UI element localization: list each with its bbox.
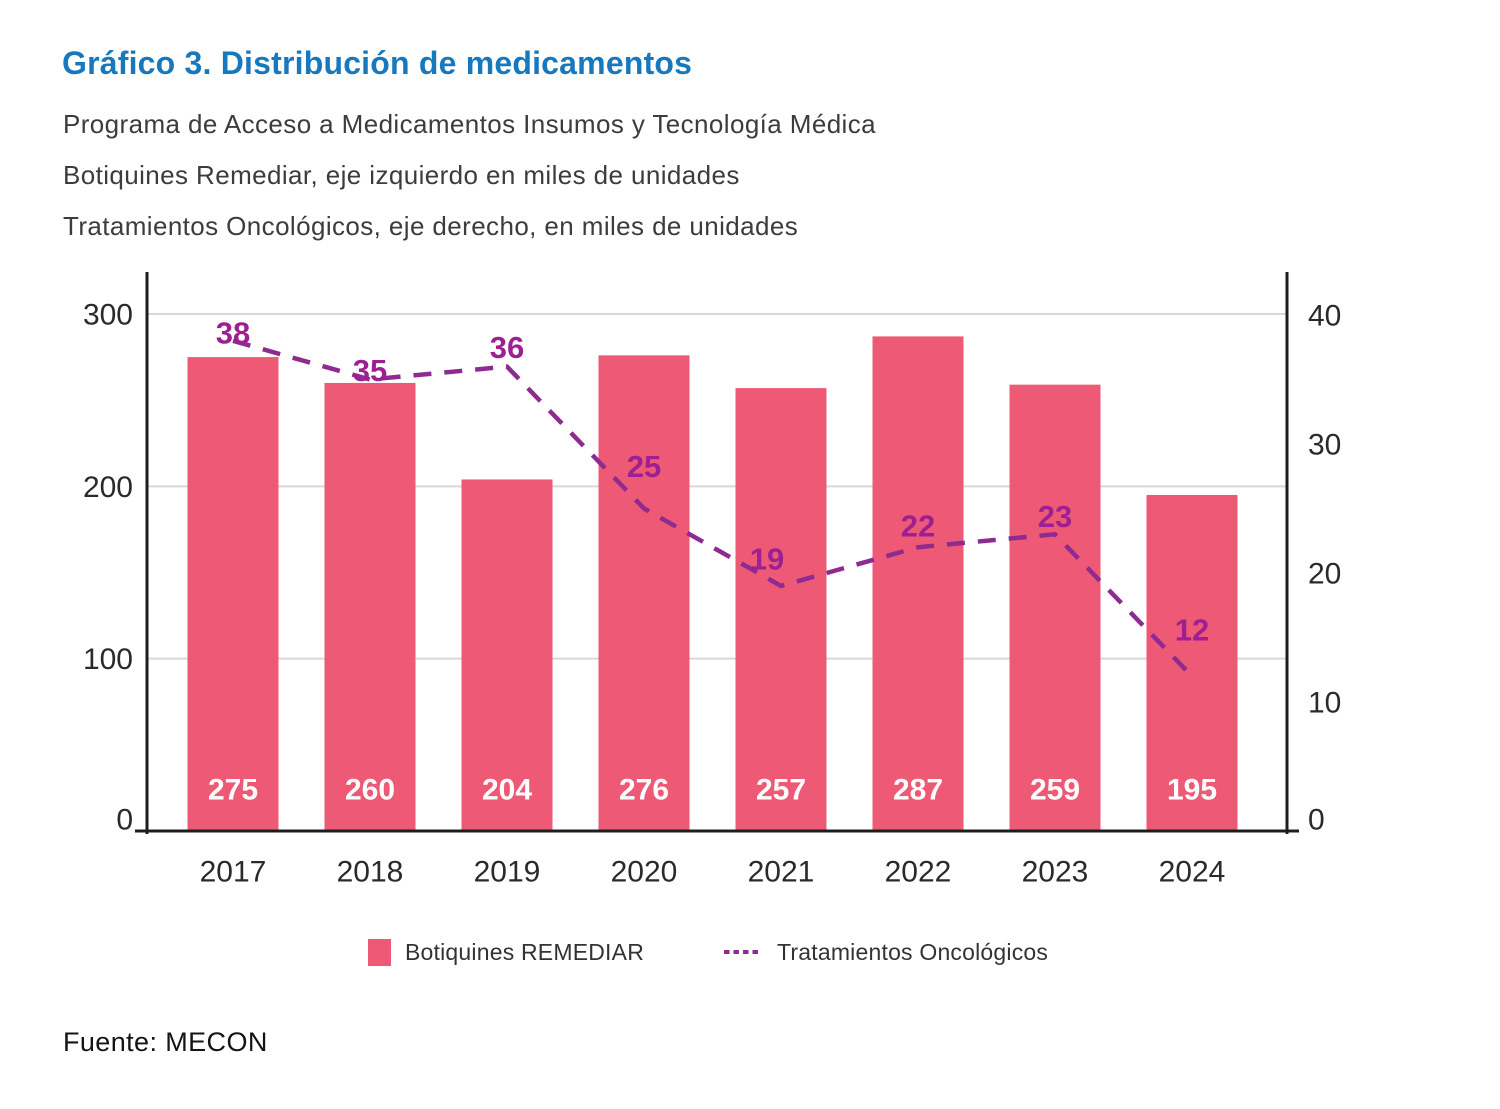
chart-title: Gráfico 3. Distribución de medicamentos <box>62 45 693 81</box>
chart-subtitle-right-axis: Tratamientos Oncológicos, eje derecho, e… <box>63 211 799 241</box>
point-value-label: 36 <box>490 330 524 365</box>
bar-value-label: 287 <box>893 774 943 807</box>
bar-value-label: 257 <box>756 774 806 807</box>
right-axis-tick-label: 20 <box>1308 558 1341 591</box>
x-axis-label-2018: 2018 <box>337 856 404 889</box>
left-axis-tick-label: 300 <box>83 299 133 332</box>
point-value-label: 25 <box>627 449 661 484</box>
left-axis-tick-label: 0 <box>116 804 133 837</box>
right-axis-tick-label: 40 <box>1308 300 1341 333</box>
bar-2017 <box>187 357 279 831</box>
bar-2018 <box>324 382 416 831</box>
x-axis-label-2022: 2022 <box>885 856 952 889</box>
bar-swatch-icon <box>368 938 391 966</box>
right-axis-tick-label: 10 <box>1308 687 1341 720</box>
x-axis-label-2023: 2023 <box>1022 856 1089 889</box>
right-axis-tick-label: 30 <box>1308 429 1341 462</box>
bar-value-label: 195 <box>1167 774 1217 807</box>
point-value-label: 19 <box>750 541 784 576</box>
right-axis-tick-label: 0 <box>1308 804 1325 837</box>
legend-label-oncologicos: Tratamientos Oncológicos <box>777 938 1049 965</box>
bar-value-label: 275 <box>208 774 258 807</box>
point-value-label: 22 <box>901 509 935 544</box>
chart-subtitle-program: Programa de Acceso a Medicamentos Insumo… <box>63 109 876 139</box>
bar-value-label: 260 <box>345 774 395 807</box>
bar-2022 <box>872 336 964 831</box>
bar-2021 <box>735 388 827 831</box>
left-axis-tick-label: 200 <box>83 471 133 504</box>
line-series <box>232 338 1194 678</box>
legend-item-botiquines: Botiquines REMEDIAR <box>368 936 644 968</box>
point-value-label: 38 <box>216 315 250 350</box>
bar-value-label: 204 <box>482 774 532 807</box>
x-axis-label-2017: 2017 <box>200 856 267 889</box>
legend-item-oncologicos: Tratamientos Oncológicos <box>723 936 1048 968</box>
legend-label-botiquines: Botiquines REMEDIAR <box>405 938 644 965</box>
left-axis-tick-label: 100 <box>83 643 133 676</box>
source-note: Fuente: MECON <box>63 1027 268 1057</box>
bar-2023 <box>1009 384 1101 831</box>
chart-subtitle-left-axis: Botiquines Remediar, eje izquierdo en mi… <box>63 160 740 190</box>
bar-value-label: 276 <box>619 774 669 807</box>
x-axis-label-2019: 2019 <box>474 856 541 889</box>
x-axis-label-2021: 2021 <box>748 856 815 889</box>
point-value-label: 12 <box>1175 613 1209 648</box>
point-value-label: 23 <box>1038 499 1072 534</box>
dashed-line-swatch-icon <box>724 950 762 954</box>
x-axis-label-2024: 2024 <box>1159 856 1226 889</box>
bar-2024 <box>1146 494 1238 831</box>
bar-value-label: 259 <box>1030 774 1080 807</box>
bar-2019 <box>461 479 553 831</box>
x-axis-label-2020: 2020 <box>611 856 678 889</box>
bar-2020 <box>598 355 690 831</box>
point-value-label: 35 <box>353 353 387 388</box>
